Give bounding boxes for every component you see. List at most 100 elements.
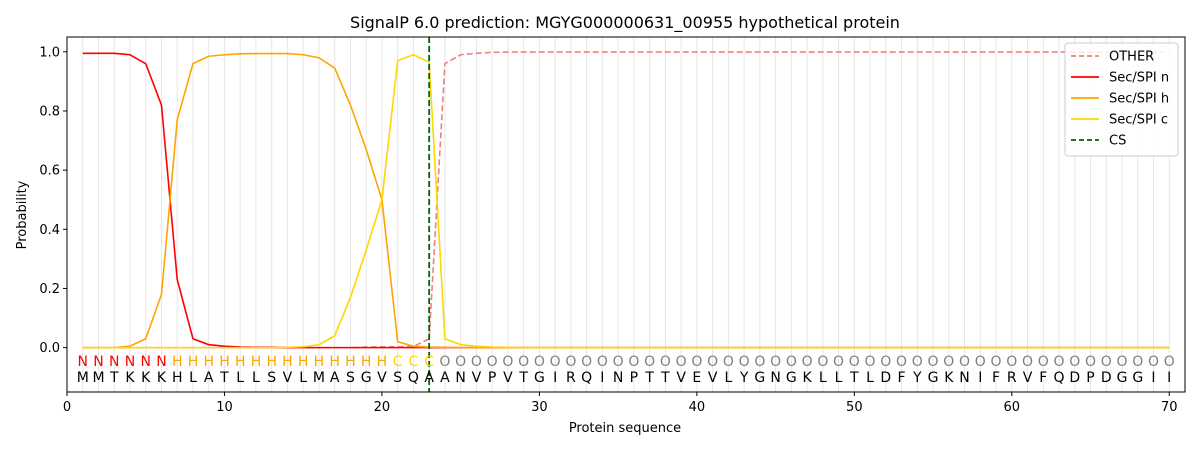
annotation-letter: O	[613, 354, 624, 370]
residue-letter: A	[204, 370, 214, 386]
residue-letter: Q	[581, 370, 592, 386]
x-tick-label: 70	[1161, 400, 1178, 415]
residue-letter: T	[660, 370, 670, 386]
residue-letter: R	[566, 370, 576, 386]
annotation-letter: O	[959, 354, 970, 370]
residue-letter: G	[754, 370, 765, 386]
residue-letter: G	[534, 370, 545, 386]
annotation-letter: O	[912, 354, 923, 370]
residue-letter: L	[866, 370, 874, 386]
residue-letter: K	[802, 370, 812, 386]
residue-letter: A	[330, 370, 340, 386]
series-layer	[82, 37, 1170, 392]
residue-letter: E	[692, 370, 701, 386]
legend: OTHER Sec/SPI n Sec/SPI h Sec/SPI c CS	[1064, 42, 1179, 157]
x-tick-label: 10	[216, 400, 233, 415]
y-tick-label: 0.8	[39, 104, 60, 119]
annotation-letter: O	[1054, 354, 1065, 370]
annotation-letter: H	[266, 354, 277, 370]
annotation-letter: O	[1101, 354, 1112, 370]
legend-label: Sec/SPI h	[1109, 92, 1169, 107]
annotation-letter: O	[770, 354, 781, 370]
residue-letter: T	[219, 370, 229, 386]
annotation-letter: O	[597, 354, 608, 370]
annotation-letter: O	[849, 354, 860, 370]
annotation-letter: O	[676, 354, 687, 370]
annotation-letter: H	[377, 354, 388, 370]
y-tick-label: 0.6	[39, 164, 60, 179]
y-tick-label: 0.0	[39, 341, 60, 356]
annotation-letter: O	[550, 354, 561, 370]
annotation-letter: H	[282, 354, 293, 370]
grid	[82, 37, 1170, 392]
annotation-letter: O	[943, 354, 954, 370]
annotation-letter: O	[928, 354, 939, 370]
residue-letter: A	[424, 370, 434, 386]
y-tick-label: 1.0	[39, 45, 60, 60]
plot-frame	[66, 36, 1186, 393]
residue-letter: S	[346, 370, 355, 386]
residue-letter: F	[992, 370, 1000, 386]
residue-letter: A	[440, 370, 450, 386]
axes: 0 10 20 30 40 50 60 70 0.0 0.2 0.4 0.6 0.8 1.0	[39, 45, 1177, 415]
annotation-letter: O	[1069, 354, 1080, 370]
annotation-letter: O	[739, 354, 750, 370]
annotation-letter: C	[393, 354, 403, 370]
residue-letter: G	[1132, 370, 1143, 386]
annotation-letter: H	[235, 354, 246, 370]
residue-letter: G	[928, 370, 939, 386]
annotation-letter: O	[1116, 354, 1127, 370]
annotation-letter: O	[565, 354, 576, 370]
annotation-letter: C	[409, 354, 419, 370]
residue-letter: V	[472, 370, 482, 386]
series-line-0	[82, 51, 1170, 349]
legend-label: OTHER	[1109, 50, 1154, 65]
residue-letter: K	[944, 370, 954, 386]
annotation-letter: O	[833, 354, 844, 370]
residue-letter: L	[299, 370, 307, 386]
annotation-letter: O	[817, 354, 828, 370]
residue-letter: P	[630, 370, 638, 386]
residue-letter: F	[1039, 370, 1047, 386]
residue-letter: N	[613, 370, 623, 386]
series-line-2	[82, 52, 1170, 349]
annotation-letter: O	[1148, 354, 1159, 370]
residue-letter: L	[189, 370, 197, 386]
annotation-letter: H	[251, 354, 262, 370]
sequence-labels: NMNMNTNKNKNKHHHLHAHTHLHLHSHVHLHMHAHSHGHV…	[77, 354, 1175, 386]
annotation-letter: O	[1022, 354, 1033, 370]
residue-letter: G	[786, 370, 797, 386]
annotation-letter: H	[219, 354, 230, 370]
annotation-letter: C	[424, 354, 434, 370]
residue-letter: T	[644, 370, 654, 386]
residue-letter: I	[1167, 370, 1171, 386]
residue-letter: M	[77, 370, 89, 386]
annotation-letter: O	[644, 354, 655, 370]
residue-letter: V	[503, 370, 513, 386]
residue-letter: K	[141, 370, 151, 386]
annotation-letter: O	[534, 354, 545, 370]
x-tick-label: 60	[1004, 400, 1021, 415]
annotation-letter: O	[1038, 354, 1049, 370]
series-line-1	[82, 52, 1170, 349]
annotation-letter: O	[754, 354, 765, 370]
annotation-letter: N	[78, 354, 88, 370]
x-tick-label: 0	[63, 400, 71, 415]
annotation-letter: O	[991, 354, 1002, 370]
annotation-letter: N	[156, 354, 166, 370]
residue-letter: M	[313, 370, 325, 386]
annotation-letter: O	[723, 354, 734, 370]
legend-label: CS	[1109, 134, 1126, 149]
residue-letter: S	[267, 370, 276, 386]
residue-letter: Q	[1054, 370, 1065, 386]
annotation-letter: O	[581, 354, 592, 370]
residue-letter: P	[1086, 370, 1094, 386]
residue-letter: N	[455, 370, 465, 386]
residue-letter: I	[1151, 370, 1155, 386]
residue-letter: Y	[912, 370, 922, 386]
residue-letter: D	[880, 370, 891, 386]
annotation-letter: N	[93, 354, 103, 370]
x-tick-label: 40	[689, 400, 706, 415]
residue-letter: R	[1007, 370, 1017, 386]
